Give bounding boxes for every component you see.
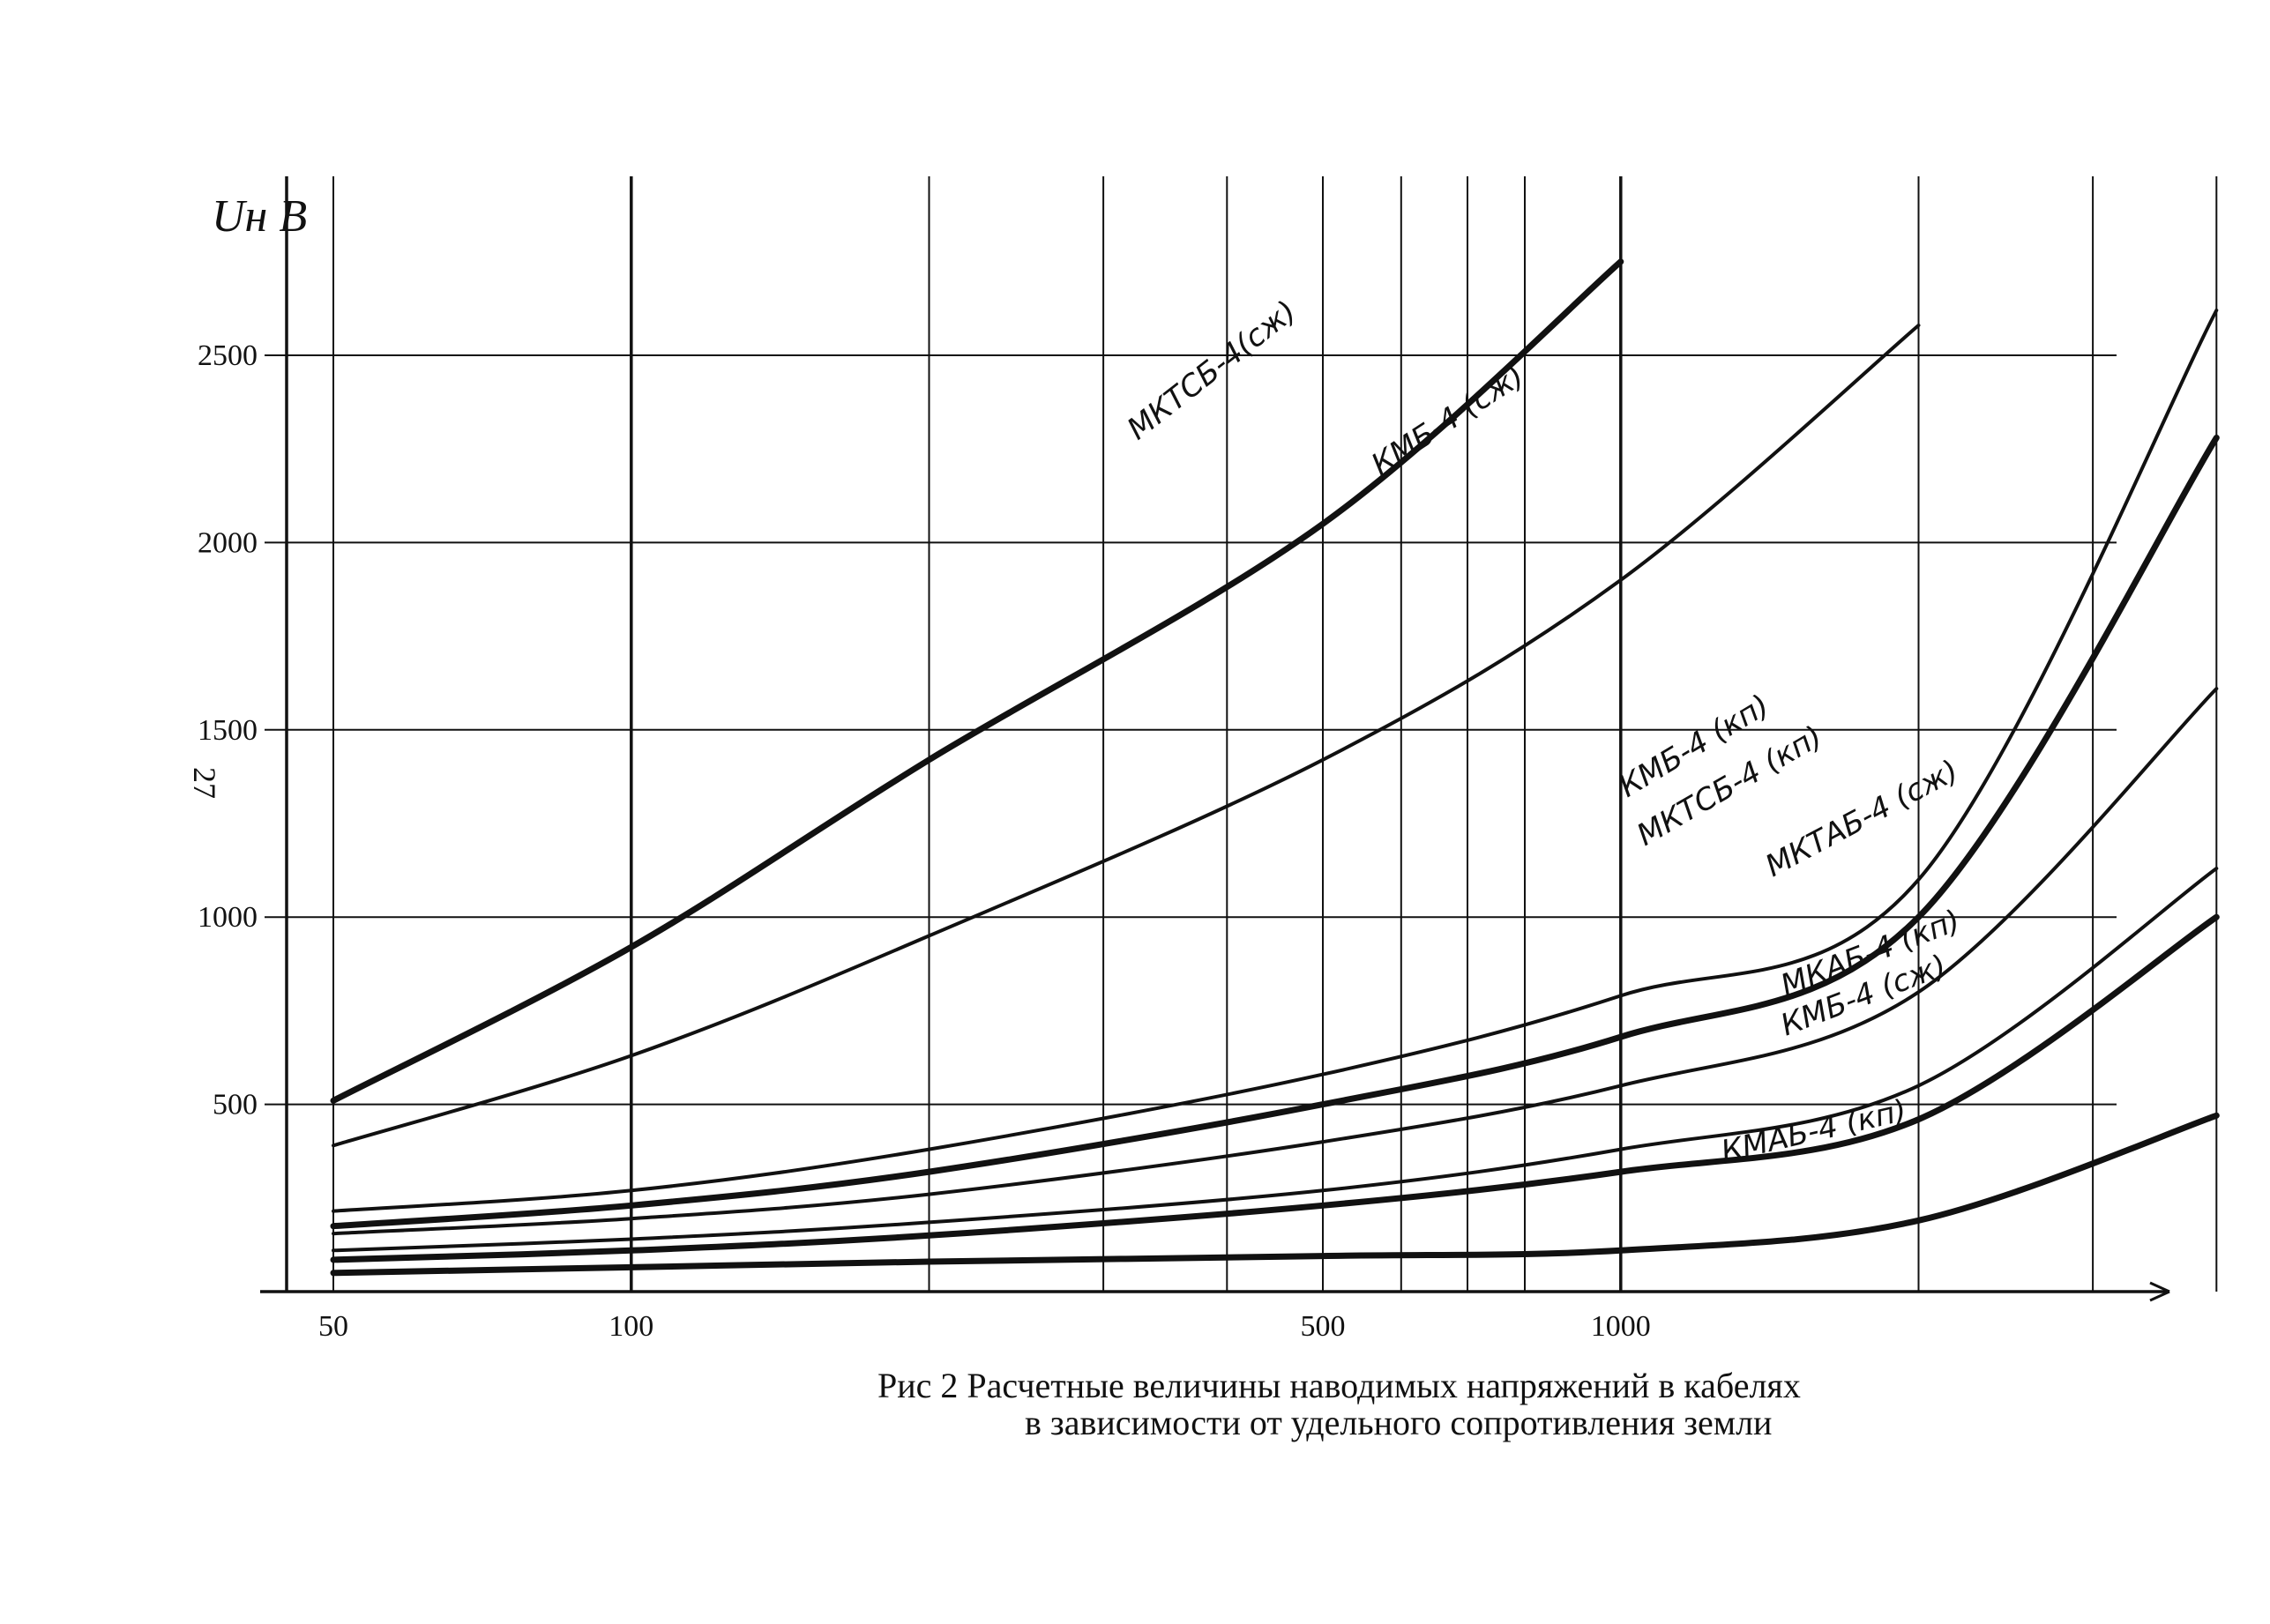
y-tick-label: 500 xyxy=(213,1089,258,1121)
tick-labels: 50 100 500 1000 500 1000 1500 2000 2500 xyxy=(198,339,1651,1343)
series-line xyxy=(330,1112,2220,1277)
x-tick-label: 500 xyxy=(1301,1310,1346,1343)
series-line xyxy=(330,435,2220,1230)
y-axis-label: Uн В xyxy=(212,191,307,242)
y-tick-label: 1500 xyxy=(198,714,258,747)
series-label: МКТСБ-4(сж) xyxy=(1121,294,1303,447)
series-label: МКТАБ-4 (сж) xyxy=(1759,753,1964,884)
curve-labels: МКТСБ-4(сж) КМБ-4 (сж)КМБ-4 (кп)МКТСБ-4 (… xyxy=(1121,294,1965,1169)
page-number: 27 xyxy=(187,767,222,799)
series-line xyxy=(330,913,2220,1263)
caption-line-2: в зависимости от удельного сопротивления… xyxy=(1025,1403,1772,1442)
x-tick-label: 1000 xyxy=(1591,1310,1651,1343)
series-line xyxy=(332,309,2219,1213)
axes xyxy=(260,176,2170,1302)
curves xyxy=(330,258,2220,1277)
grid xyxy=(265,176,2218,1292)
x-tick-label: 100 xyxy=(609,1310,653,1343)
series-line xyxy=(332,324,1921,1148)
series-line xyxy=(332,687,2219,1236)
y-tick-label: 1000 xyxy=(198,901,258,934)
x-tick-label: 50 xyxy=(318,1310,348,1343)
y-tick-label: 2000 xyxy=(198,526,258,559)
y-tick-label: 2500 xyxy=(198,339,258,372)
caption-line-1: Рис 2 Расчетные величины наводимых напря… xyxy=(877,1366,1801,1405)
series-label: КМБ-4 (сж) xyxy=(1365,359,1530,483)
x-axis-arrow xyxy=(2149,1281,2170,1302)
series-line xyxy=(332,867,2219,1253)
series-line xyxy=(330,258,1624,1104)
